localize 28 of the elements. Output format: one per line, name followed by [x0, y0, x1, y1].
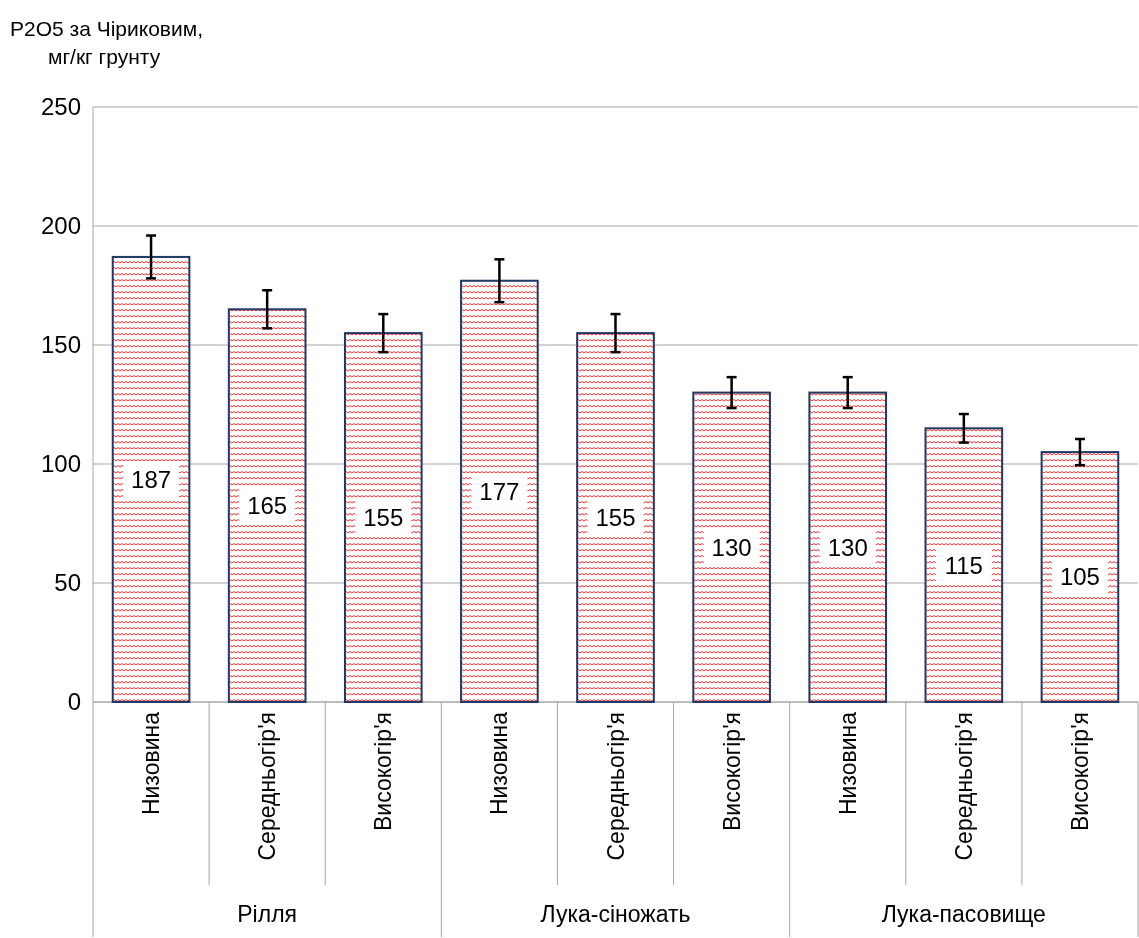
data-label: 155	[363, 503, 404, 531]
data-label: 105	[1059, 563, 1100, 591]
data-label: 177	[479, 477, 520, 505]
y-tick-label: 250	[40, 93, 81, 121]
text: Лука-пасовище	[881, 901, 1046, 927]
y-tick-label: 0	[67, 688, 81, 716]
data-label: 130	[711, 533, 752, 561]
x-tick-label: Високогір'я	[370, 712, 397, 831]
text: Рілля	[237, 901, 298, 927]
x-tick-label: Середньогір'я	[602, 712, 629, 861]
y-axis-title: P2O5 за Чіриковим, мг/кг грунту	[10, 17, 204, 68]
data-label: 155	[595, 503, 636, 531]
x-tick-label: Середньогір'я	[950, 712, 977, 861]
data-label: 130	[827, 533, 868, 561]
y-tick-label: 200	[40, 212, 81, 240]
y-tick-label: 50	[54, 569, 81, 597]
text: Лука-сіножать	[540, 901, 691, 927]
y-tick-label: 150	[40, 331, 81, 359]
data-label: 115	[944, 551, 983, 579]
x-tick-label: Середньогір'я	[254, 712, 281, 861]
y-tick-label: 100	[40, 450, 81, 478]
x-tick-label: Низовина	[486, 711, 513, 816]
x-tick-label: Високогір'я	[1066, 712, 1093, 831]
data-label: 165	[247, 492, 288, 520]
x-tick-label: Низовина	[834, 711, 861, 816]
x-tick-label: Високогір'я	[718, 712, 745, 831]
data-label: 187	[131, 465, 172, 493]
x-tick-label: Низовина	[138, 711, 165, 816]
